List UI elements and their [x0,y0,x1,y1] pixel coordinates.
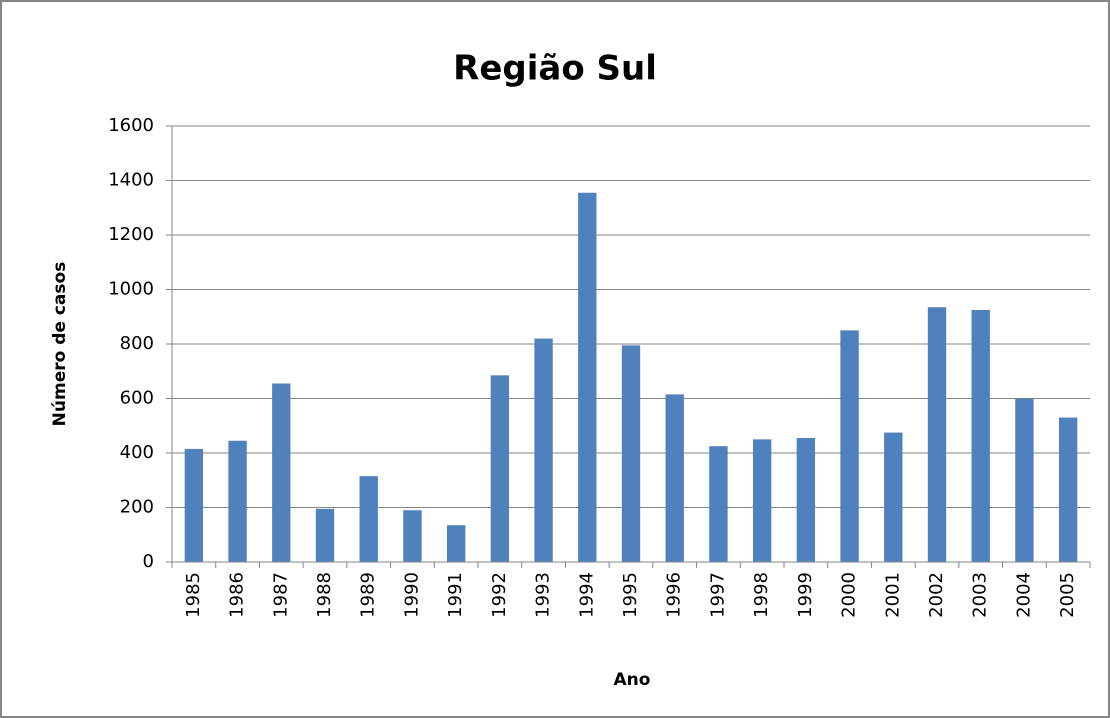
bar [534,338,553,562]
x-tick-label: 2005 [1057,572,1078,618]
y-axis-label: Número de casos [50,262,70,427]
x-tick-label: 1999 [795,572,816,618]
x-tick-label: 2003 [970,572,991,618]
x-tick-label: 1985 [183,572,204,618]
bar [272,383,291,562]
x-tick-label: 1988 [314,572,335,618]
y-tick-label: 600 [120,388,154,409]
bar [665,394,684,562]
x-tick-label: 2002 [926,572,947,618]
y-tick-label: 400 [120,442,154,463]
x-tick-label: 1996 [664,572,685,618]
bar [446,525,466,562]
x-tick-label: 1989 [358,572,379,618]
bar [1015,398,1034,562]
bar [1058,417,1078,562]
bar [228,440,247,562]
bar [403,510,422,562]
bar [752,439,772,562]
y-tick-label: 0 [143,551,154,572]
chart-title: Região Sul [453,49,657,89]
y-tick-label: 1400 [108,170,154,191]
x-tick-label: 2001 [882,572,903,618]
x-tick-label: 1998 [751,572,772,618]
bar [578,192,597,562]
y-tick-label: 800 [120,333,154,354]
x-tick-label: 1997 [707,572,728,618]
x-tick-label: 1991 [445,572,466,618]
bar [840,330,859,562]
y-tick-label: 1200 [108,224,154,245]
bar [796,438,816,562]
x-tick-label: 1990 [401,572,422,618]
bar [490,375,510,562]
bar [709,446,728,562]
x-tick-label: 2000 [839,572,860,618]
y-tick-label: 1000 [108,279,154,300]
bar [359,476,378,562]
bar [315,508,335,562]
bar [184,448,204,562]
bar [971,309,990,562]
x-tick-label: 1986 [227,572,248,618]
x-tick-label: 1995 [620,572,641,618]
x-tick-label: 1987 [270,572,291,618]
bar [884,432,903,562]
x-tick-label: 1992 [489,572,510,618]
y-tick-label: 200 [120,497,154,518]
y-tick-label: 1600 [108,115,154,136]
x-tick-label: 1994 [576,572,597,618]
x-tick-label: 1993 [533,572,554,618]
x-axis-label: Ano [614,670,651,690]
bar [927,307,947,562]
x-tick-label: 2004 [1013,572,1034,618]
bar [621,345,641,562]
